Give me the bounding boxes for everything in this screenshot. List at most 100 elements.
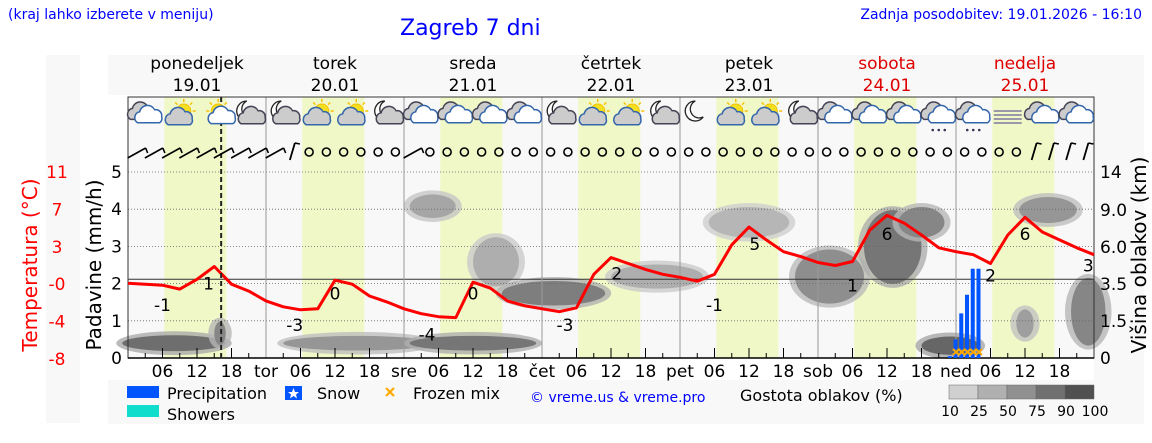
menu-hint[interactable]: (kraj lahko izberete v meniju) <box>8 7 214 23</box>
barb-flag <box>144 147 149 154</box>
calm-wind-icon <box>752 147 763 157</box>
wind-barb-icon <box>178 147 201 159</box>
temp-label: 5 <box>749 235 760 255</box>
hour-label: 12 <box>324 362 346 382</box>
temp-label: -3 <box>286 316 303 336</box>
day-name: sreda <box>449 54 496 74</box>
barb-flag <box>420 147 425 154</box>
calm-wind-icon <box>942 147 953 157</box>
cloud-height-tick: 0 <box>1100 349 1111 369</box>
cloud-shape <box>1031 104 1060 124</box>
calm-wind-icon <box>321 147 332 157</box>
day-name: ponedeljek <box>150 54 244 74</box>
barb-flag <box>196 147 201 154</box>
calm-wind-icon <box>442 147 452 157</box>
daylight-band <box>302 97 365 358</box>
hour-label: 18 <box>635 362 657 382</box>
day-short-label: tor <box>254 362 278 382</box>
hour-label: 12 <box>600 362 622 382</box>
cloud-shape <box>410 104 439 124</box>
precip-tick: 3 <box>111 237 122 257</box>
cloud-shape <box>893 104 922 124</box>
calm-wind-icon <box>649 147 659 157</box>
cloud-shape <box>164 106 194 126</box>
hour-label: 06 <box>290 362 312 382</box>
calm-wind-icon <box>718 147 728 157</box>
last-updated: Zadnja posodobitev: 19.01.2026 - 16:10 <box>860 7 1142 23</box>
sun-ray <box>603 101 607 106</box>
day-name: petek <box>725 54 773 74</box>
sun-ray <box>741 101 745 106</box>
hour-label: 06 <box>152 362 174 382</box>
page-title: Zagreb 7 dni <box>400 16 541 41</box>
density-step-label: 90 <box>1057 404 1075 420</box>
snow-cloud-icon <box>954 101 991 132</box>
cloud-density-blob <box>122 335 226 352</box>
calm-wind-icon <box>839 147 849 157</box>
calm-wind-icon <box>614 147 625 157</box>
hour-label: 18 <box>911 362 933 382</box>
moon-shape <box>684 100 704 122</box>
calm-wind-icon <box>632 147 642 157</box>
precipitation-bar <box>953 339 958 358</box>
cloud-density-blob <box>898 207 945 238</box>
hour-label: 18 <box>773 362 795 382</box>
precipitation-bar <box>965 294 969 358</box>
cloud-shape <box>716 106 746 126</box>
copyright-link[interactable]: © vreme.us & vreme.pro <box>530 390 705 406</box>
sun-cloud-icon <box>716 99 748 126</box>
wind-barb-icon <box>127 147 149 159</box>
legend-cloud-density: Gostota oblakov (%) <box>740 386 903 405</box>
frozen-mix-marker <box>975 348 983 356</box>
barb-shaft <box>127 147 147 159</box>
cloud-shape <box>134 104 163 124</box>
barb-flag <box>265 147 270 154</box>
cloud-shape <box>962 104 991 124</box>
cloud-shape <box>337 106 366 126</box>
cloud-shape <box>613 106 642 126</box>
hour-label: 18 <box>1049 362 1071 382</box>
wind-barb-icon <box>1030 142 1042 161</box>
calm-wind-icon <box>528 147 539 157</box>
density-swatch <box>977 384 1008 400</box>
sun-ray <box>623 101 627 106</box>
sun-ray <box>638 101 642 106</box>
cloud-shape <box>578 106 608 126</box>
frozen-mix-marker <box>952 348 960 356</box>
barb-flag <box>294 142 301 145</box>
cloud-density-blob <box>1019 197 1077 223</box>
temp-axis-label: Temperatura (°C) <box>18 178 42 352</box>
wind-barb-icon <box>230 147 252 159</box>
cloud-density-blob <box>283 335 433 351</box>
calm-wind-icon <box>476 147 487 157</box>
calm-wind-icon <box>304 147 314 157</box>
cloud-shape <box>751 106 780 126</box>
temp-label: -3 <box>557 316 574 336</box>
cloud-shape <box>302 106 332 126</box>
snowflake <box>937 128 941 132</box>
calm-wind-icon <box>545 147 556 157</box>
cloud-shape <box>375 105 405 125</box>
calm-wind-icon <box>356 147 366 157</box>
barb-flag <box>1036 142 1042 145</box>
frozen-mix-marker <box>969 348 977 356</box>
cloud-density-blob <box>1071 277 1106 346</box>
calm-wind-icon <box>925 147 935 157</box>
barb-shaft <box>265 147 285 159</box>
calm-wind-icon <box>890 147 901 157</box>
wind-barb-icon <box>196 147 218 159</box>
hour-label: 06 <box>566 362 588 382</box>
day-date: 21.01 <box>449 76 498 96</box>
hour-label: 12 <box>876 362 898 382</box>
overcast-icon <box>1023 101 1060 124</box>
temp-axis-panel <box>46 55 80 423</box>
density-swatch <box>1006 384 1037 400</box>
temp-label: 1 <box>847 276 858 296</box>
moon-cloud-icon <box>788 100 819 125</box>
temp-label: -1 <box>154 296 171 316</box>
barb-flag <box>162 147 166 154</box>
sun-ray <box>189 101 193 106</box>
sun-ray <box>347 101 351 106</box>
cloud-shape <box>548 105 577 125</box>
